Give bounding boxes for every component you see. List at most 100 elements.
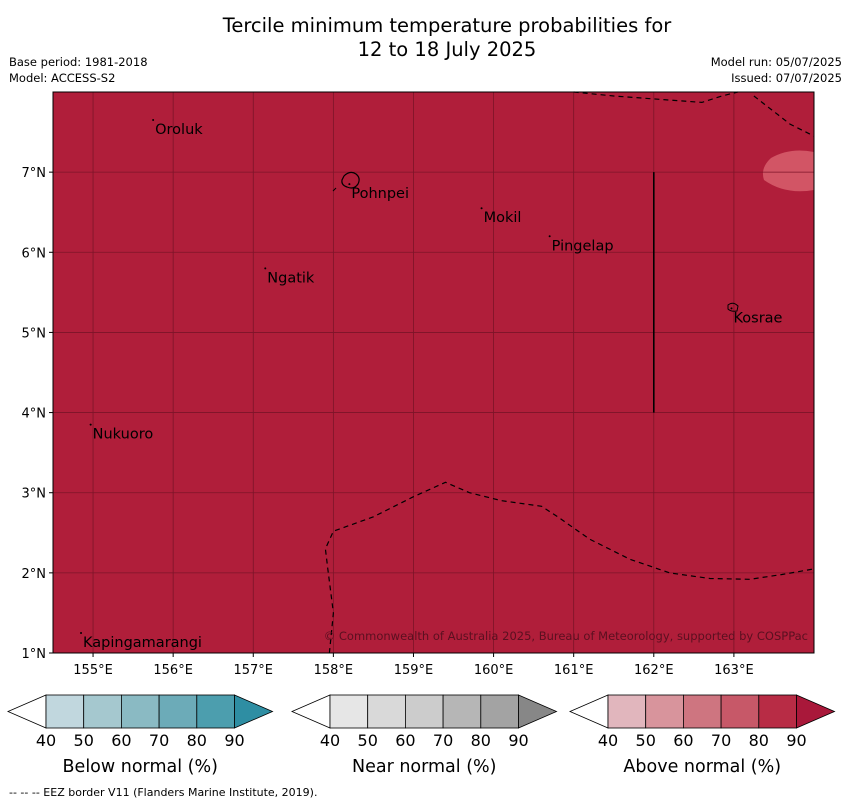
lat-tick-label: 6°N	[22, 246, 47, 261]
colorbar-high-tip	[234, 694, 274, 729]
colorbar-high-tip	[518, 694, 558, 729]
colorbar-tick-label: 50	[358, 731, 378, 750]
colorbars: 40 50 60 70 80 90 Below normal (%) 40 50 60 70 80 90…	[6, 694, 836, 777]
high-probability-patch	[762, 150, 814, 192]
colorbar-1: 40 50 60 70 80 90 Below normal (%)	[6, 694, 274, 777]
model-name: Model: ACCESS-S2	[9, 71, 116, 85]
place-label: Ngatik	[267, 270, 315, 286]
lon-tick-label: 161°E	[554, 663, 594, 678]
place-marker	[480, 207, 483, 210]
kosrae-island	[727, 302, 739, 312]
colorbar-segment	[720, 694, 760, 729]
place-marker	[89, 423, 92, 426]
place-label: Pohnpei	[351, 186, 409, 202]
colorbar-segment	[758, 694, 797, 729]
colorbar-2: 40 50 60 70 80 90 Near normal (%)	[290, 694, 558, 777]
colorbar-label: Near normal (%)	[352, 757, 497, 777]
eez-footnote: -- -- -- EEZ border V11 (Flanders Marine…	[9, 786, 318, 799]
colorbar-tick-label: 80	[187, 731, 207, 750]
lon-tick-label: 155°E	[73, 663, 113, 678]
place-marker	[152, 119, 155, 122]
eez-border-north	[573, 91, 739, 104]
place-label: Pingelap	[552, 238, 614, 254]
place-label: Kosrae	[733, 310, 782, 326]
lat-tick-label: 1°N	[22, 647, 47, 662]
colorbar-tick-label: 60	[111, 731, 131, 750]
pohnpei-island	[341, 171, 360, 189]
meta-left: Base period: 1981-2018 Model: ACCESS-S2	[9, 54, 148, 86]
lat-tick-label: 2°N	[22, 567, 47, 582]
issued-date: Issued: 07/07/2025	[731, 71, 842, 85]
colorbar-tick-label: 70	[433, 731, 453, 750]
lon-tick-label: 158°E	[314, 663, 354, 678]
colorbar-segment	[442, 694, 482, 729]
colorbar-tick-label: 40	[598, 731, 618, 750]
colorbar-tick-label: 80	[749, 731, 769, 750]
place-marker	[730, 307, 733, 310]
copyright-notice: © Commonwealth of Australia 2025, Bureau…	[324, 629, 808, 643]
lon-tick-label: 156°E	[153, 663, 193, 678]
colorbar-segment	[83, 694, 122, 729]
place-marker	[548, 235, 551, 238]
lat-tick-label: 5°N	[22, 326, 47, 341]
colorbar-tick-label: 70	[149, 731, 169, 750]
title-line-1: Tercile minimum temperature probabilitie…	[222, 14, 672, 37]
lat-tick-label: 4°N	[22, 407, 47, 422]
place-marker	[80, 631, 83, 634]
lon-tick-label: 159°E	[394, 663, 434, 678]
colorbar-tick-label: 50	[74, 731, 94, 750]
colorbar-tick-label: 60	[395, 731, 415, 750]
eez-border-northeast	[753, 95, 815, 137]
colorbar-tick-label: 70	[711, 731, 731, 750]
colorbar-segment	[196, 694, 235, 729]
colorbar-segment	[645, 694, 684, 729]
colorbar-tick-label: 90	[508, 731, 528, 750]
place-label: Oroluk	[155, 122, 203, 138]
colorbar-segment	[404, 694, 444, 729]
lat-tick-label: 7°N	[22, 166, 47, 181]
map-layer: Oroluk Pohnpei Mokil Pingelap Ngatik Kosrae Nu…	[22, 91, 815, 678]
colorbar-segment	[607, 694, 647, 729]
islet-mark	[332, 187, 337, 192]
lat-tick-label: 3°N	[22, 487, 47, 502]
colorbar-segment	[367, 694, 406, 729]
colorbar-tick-label: 90	[224, 731, 244, 750]
lon-tick-label: 162°E	[634, 663, 674, 678]
place-label: Nukuoro	[93, 427, 154, 443]
meta-right: Model run: 05/07/2025 Issued: 07/07/2025	[711, 54, 842, 86]
colorbar-segment	[683, 694, 722, 729]
colorbar-segment	[480, 694, 519, 729]
colorbar-segment	[329, 694, 369, 729]
colorbar-tick-label: 80	[471, 731, 491, 750]
lon-tick-label: 160°E	[474, 663, 514, 678]
colorbar-low-tip	[568, 694, 609, 729]
lon-tick-label: 157°E	[233, 663, 273, 678]
place-label: Kapingamarangi	[83, 635, 202, 651]
place-marker	[264, 267, 267, 270]
colorbar-segment	[45, 694, 85, 729]
colorbar-low-tip	[290, 694, 331, 729]
map-title: Tercile minimum temperature probabilitie…	[0, 14, 850, 62]
colorbar-segment	[158, 694, 198, 729]
colorbar-low-tip	[6, 694, 47, 729]
place-marker	[348, 183, 351, 186]
map-frame	[52, 91, 815, 654]
colorbar-tick-label: 50	[636, 731, 656, 750]
colorbar-tick-label: 40	[320, 731, 340, 750]
colorbar-label: Above normal (%)	[623, 757, 781, 777]
colorbar-tick-label: 40	[36, 731, 56, 750]
colorbar-high-tip	[796, 694, 836, 729]
eez-border-south	[324, 481, 815, 654]
colorbar-label: Below normal (%)	[63, 757, 218, 777]
colorbar-3: 40 50 60 70 80 90 Above normal (%)	[568, 694, 836, 777]
colorbar-segment	[121, 694, 160, 729]
colorbar-tick-label: 90	[786, 731, 806, 750]
probability-field	[53, 92, 814, 653]
base-period: Base period: 1981-2018	[9, 55, 148, 69]
place-label: Mokil	[484, 210, 522, 226]
lon-tick-label: 163°E	[714, 663, 754, 678]
model-run: Model run: 05/07/2025	[710, 55, 842, 69]
colorbar-tick-label: 60	[673, 731, 693, 750]
title-line-2: 12 to 18 July 2025	[357, 38, 537, 61]
